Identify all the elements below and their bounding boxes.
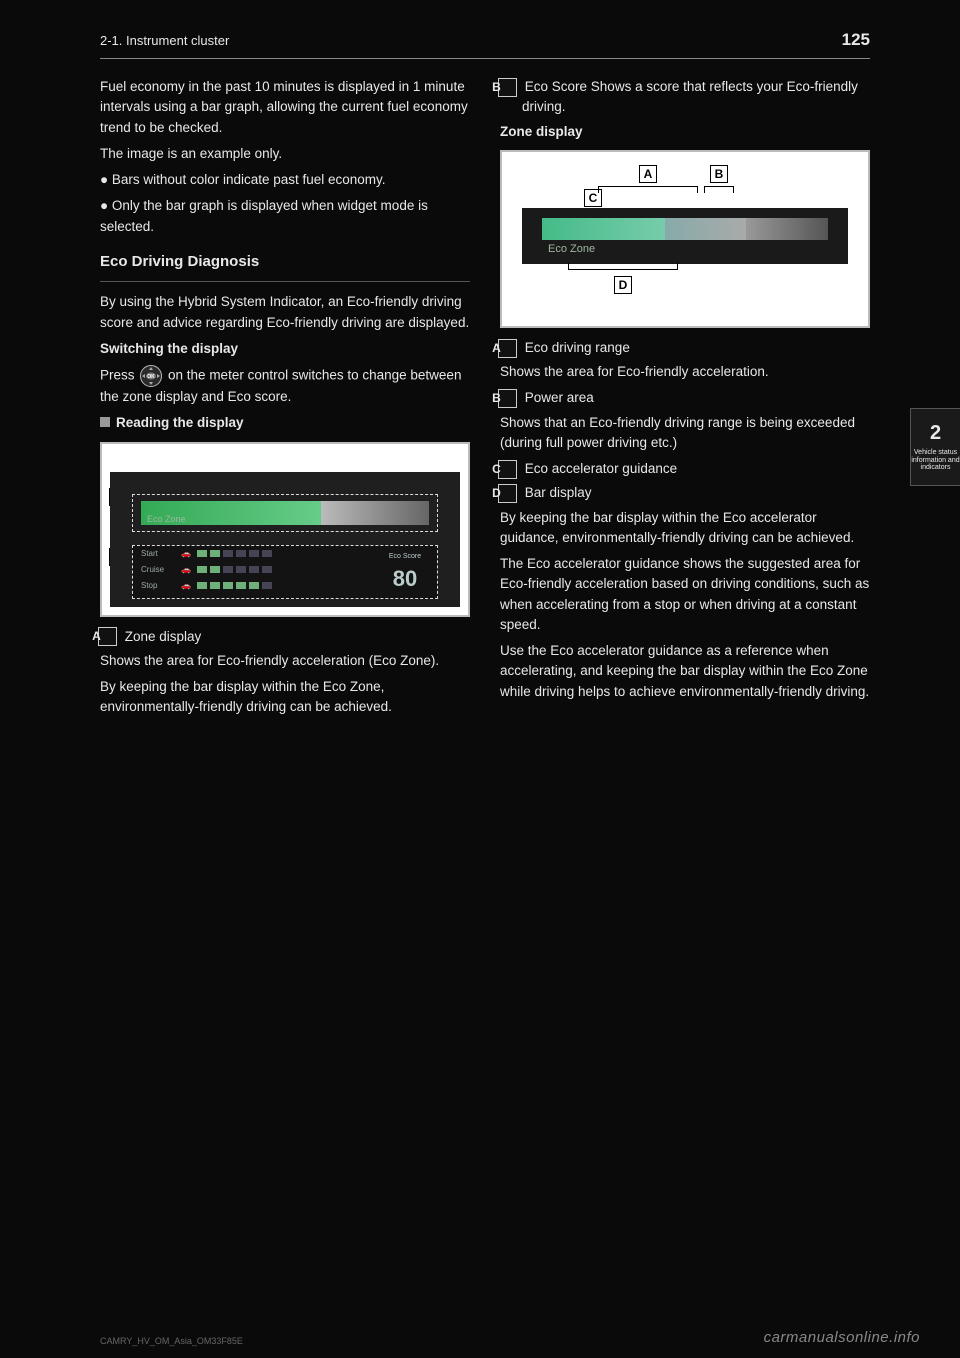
svg-text:OK: OK (148, 374, 156, 380)
eco-zone-label: Eco Zone (147, 513, 186, 527)
callout-a-description: A Zone display (100, 627, 470, 647)
section-divider (100, 281, 470, 282)
header-section: 2-1. Instrument cluster (100, 33, 229, 48)
eco-zone-label: Eco Zone (548, 241, 595, 258)
side-chapter-tab: 2 Vehicle status information and indicat… (910, 408, 960, 486)
watermark: carmanualsonline.info (764, 1329, 920, 1346)
callout-a-description: A Eco driving range (500, 338, 870, 358)
eco-score-panel: Start🚗 Cruise🚗 Stop🚗 Eco Score 80 (132, 545, 438, 599)
body-text: Shows that an Eco-friendly driving range… (500, 413, 870, 454)
display-panel: Eco Zone Start🚗 Cruise🚗 Stop🚗 Eco Score … (110, 472, 460, 607)
callout-c-description: C Eco accelerator guidance (500, 459, 870, 479)
callout-b-description: B Eco Score Shows a score that reflects … (500, 77, 870, 118)
callout-b-description: B Power area (500, 388, 870, 408)
chapter-number: 2 (930, 422, 941, 445)
callout-d-description: D Bar display (500, 483, 870, 503)
document-code: CAMRY_HV_OM_Asia_OM33F85E (100, 1336, 243, 1346)
subsection-title: Reading the display (100, 413, 470, 433)
chapter-label: Vehicle status information and indicator… (911, 449, 960, 472)
body-text: Press OK on the meter control switches t… (100, 365, 470, 407)
eco-bar-display: Eco Zone (522, 208, 848, 264)
eco-score-readout: Eco Score 80 (381, 552, 429, 592)
body-text: Fuel economy in the past 10 minutes is d… (100, 77, 470, 138)
body-text: Use the Eco accelerator guidance as a re… (500, 641, 870, 702)
subsection-title: Zone display (500, 122, 870, 142)
body-text: ● Bars without color indicate past fuel … (100, 170, 470, 190)
body-text: By keeping the bar display within the Ec… (100, 677, 470, 718)
section-title: Eco Driving Diagnosis (100, 251, 470, 274)
right-column: B Eco Score Shows a score that reflects … (500, 77, 870, 724)
body-text: The image is an example only. (100, 144, 470, 164)
ok-button-icon: OK (140, 365, 162, 387)
left-column: Fuel economy in the past 10 minutes is d… (100, 77, 470, 724)
body-text: Shows the area for Eco-friendly accelera… (500, 362, 870, 382)
eco-score-figure: A B Eco Zone Start🚗 Cruise🚗 St (100, 442, 470, 617)
zone-display-figure: A B C Eco Zone D (500, 150, 870, 328)
body-text: The Eco accelerator guidance shows the s… (500, 554, 870, 635)
page-content: 2-1. Instrument cluster 125 Fuel economy… (0, 0, 960, 744)
body-text: ● Only the bar graph is displayed when w… (100, 196, 470, 237)
running-header: 2-1. Instrument cluster 125 (100, 30, 870, 50)
bottom-callouts: D (508, 264, 862, 298)
body-text: By using the Hybrid System Indicator, an… (100, 292, 470, 333)
body-text: By keeping the bar display within the Ec… (500, 508, 870, 549)
body-text: Shows the area for Eco-friendly accelera… (100, 651, 470, 671)
square-bullet-icon (100, 417, 110, 427)
zone-display-box: Eco Zone (132, 494, 438, 532)
top-callouts: A B C (508, 158, 862, 208)
page-number: 125 (842, 30, 870, 50)
subsection-title: Switching the display (100, 339, 470, 359)
header-divider (100, 58, 870, 59)
